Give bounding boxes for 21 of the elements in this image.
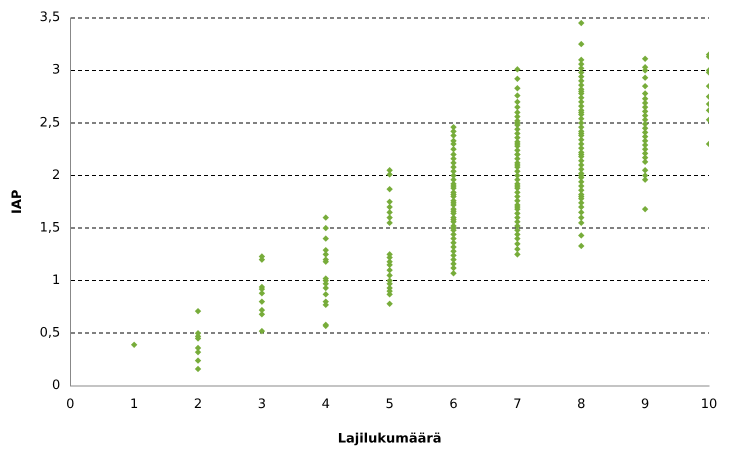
x-tick-label: 0 [66,396,74,412]
x-tick-label: 1 [130,396,138,412]
x-tick-label: 8 [577,396,586,412]
x-tick-label: 3 [258,396,266,412]
y-axis-title: IAP [10,190,26,214]
y-tick-label: 0,5 [40,326,60,341]
y-tick-label: 1,5 [40,220,60,236]
y-tick-label: 3,5 [40,10,60,26]
x-tick-label: 6 [449,396,458,412]
x-tick-label: 2 [194,396,202,412]
y-tick-label: 2 [52,168,60,183]
x-tick-label: 4 [322,396,330,412]
x-tick-label: 9 [640,396,650,412]
x-tick-label: 10 [700,396,718,412]
x-tick-label: 7 [513,396,522,412]
x-tick-label: 5 [385,396,394,412]
y-tick-label: 0 [52,378,60,394]
y-tick-label: 2,5 [40,115,60,130]
y-tick-label: 3 [52,62,60,78]
y-tick-label: 1 [52,273,60,288]
x-axis-title: Lajilukumäärä [338,432,442,447]
